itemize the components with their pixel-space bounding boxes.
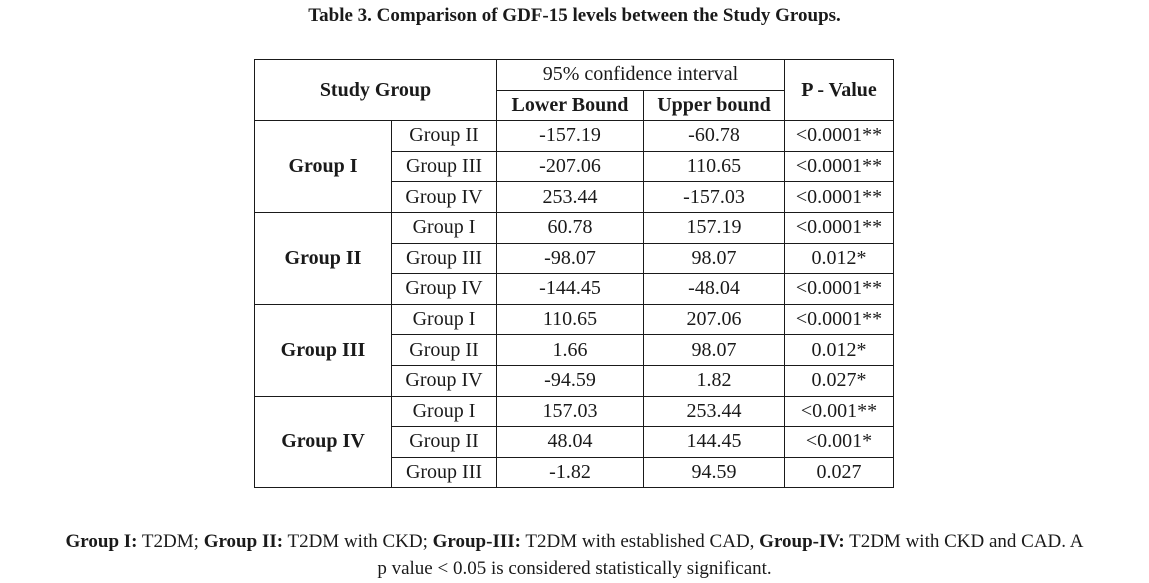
lower-bound-cell: -207.06 bbox=[496, 150, 644, 183]
lower-bound-cell: -144.45 bbox=[496, 273, 644, 305]
p-value-cell: 0.027* bbox=[784, 364, 894, 397]
upper-bound-cell: -48.04 bbox=[643, 273, 785, 305]
comparison-group-cell: Group I bbox=[391, 211, 497, 244]
comparison-group-cell: Group II bbox=[391, 120, 497, 152]
upper-bound-cell: 94.59 bbox=[643, 456, 785, 489]
upper-bound-cell: 207.06 bbox=[643, 303, 785, 336]
lower-bound-cell: 157.03 bbox=[496, 395, 644, 428]
upper-bound-cell: 253.44 bbox=[643, 395, 785, 428]
table-row: Group IV 253.44 -157.03 <0.0001** bbox=[255, 181, 894, 213]
comparison-group-cell: Group II bbox=[391, 334, 497, 366]
table-row: Group III -207.06 110.65 <0.0001** bbox=[255, 150, 894, 183]
footnote-line-2: p value < 0.05 is considered statistical… bbox=[377, 558, 772, 579]
p-value-cell: 0.012* bbox=[784, 242, 894, 275]
upper-bound-cell: 1.82 bbox=[643, 364, 785, 397]
table-row: Group III -98.07 98.07 0.012* bbox=[255, 242, 894, 275]
footnote: Group I: T2DM; Group II: T2DM with CKD; … bbox=[0, 528, 1149, 582]
table-row: Group II 48.04 144.45 <0.001* bbox=[255, 426, 894, 458]
lower-bound-cell: 60.78 bbox=[496, 211, 644, 244]
footnote-group-2-text: T2DM with CKD; bbox=[283, 531, 433, 552]
comparison-table: Study Group 95% confidence interval P - … bbox=[254, 58, 894, 489]
table-row: Group II Group I 60.78 157.19 <0.0001** bbox=[254, 211, 894, 305]
table-row: Group IV -94.59 1.82 0.027* bbox=[255, 364, 894, 397]
header-confidence-interval: 95% confidence interval bbox=[496, 59, 785, 91]
p-value-cell: 0.012* bbox=[784, 334, 894, 366]
p-value-cell: <0.0001** bbox=[784, 303, 894, 336]
table-row: Group IV Group I 157.03 253.44 <0.001** bbox=[254, 395, 894, 489]
comparison-group-cell: Group II bbox=[391, 426, 497, 458]
lower-bound-cell: -98.07 bbox=[496, 242, 644, 275]
footnote-group-4-text: T2DM with CKD and CAD. A bbox=[844, 531, 1084, 552]
comparison-group-cell: Group III bbox=[391, 242, 497, 275]
upper-bound-cell: -157.03 bbox=[643, 181, 785, 213]
comparison-group-cell: Group IV bbox=[391, 364, 497, 397]
table-body: Group I Group II -157.19 -60.78 <0.0001** Gro… bbox=[254, 120, 894, 489]
table-row: Group III -1.82 94.59 0.027 bbox=[255, 456, 894, 489]
group-name-cell: Group I bbox=[254, 120, 392, 213]
table-caption: Table 3. Comparison of GDF-15 levels bet… bbox=[308, 5, 841, 26]
lower-bound-cell: 110.65 bbox=[496, 303, 644, 336]
header-study-group: Study Group bbox=[254, 58, 497, 122]
comparison-group-cell: Group I bbox=[391, 395, 497, 428]
comparison-group-cell: Group IV bbox=[391, 181, 497, 213]
lower-bound-cell: -157.19 bbox=[496, 120, 644, 152]
upper-bound-cell: -60.78 bbox=[643, 120, 785, 152]
comparison-group-cell: Group I bbox=[391, 303, 497, 336]
footnote-line-1: Group I: T2DM; Group II: T2DM with CKD; … bbox=[0, 528, 1149, 555]
footnote-group-3-text: T2DM with established CAD, bbox=[520, 531, 760, 552]
upper-bound-cell: 98.07 bbox=[643, 334, 785, 366]
lower-bound-cell: 48.04 bbox=[496, 426, 644, 458]
footnote-group-1-label: Group I: bbox=[65, 531, 138, 552]
upper-bound-cell: 98.07 bbox=[643, 242, 785, 275]
table-row: Group II 1.66 98.07 0.012* bbox=[255, 334, 894, 366]
p-value-cell: 0.027 bbox=[784, 456, 894, 489]
comparison-group-cell: Group III bbox=[391, 456, 497, 489]
group-name-cell: Group III bbox=[254, 303, 392, 397]
lower-bound-cell: -1.82 bbox=[496, 456, 644, 489]
header-p-value: P - Value bbox=[784, 58, 894, 122]
p-value-cell: <0.0001** bbox=[784, 211, 894, 244]
footnote-group-4-label: Group-IV: bbox=[759, 531, 845, 552]
p-value-cell: <0.001** bbox=[784, 395, 894, 428]
p-value-cell: <0.0001** bbox=[784, 120, 894, 152]
comparison-group-cell: Group III bbox=[391, 150, 497, 183]
table-row: Group III Group I 110.65 207.06 <0.0001** bbox=[254, 303, 894, 397]
lower-bound-cell: 253.44 bbox=[496, 181, 644, 213]
footnote-group-1-text: T2DM; bbox=[137, 531, 204, 552]
table-row: Group I Group II -157.19 -60.78 <0.0001** bbox=[254, 120, 894, 213]
footnote-group-3-label: Group-III: bbox=[432, 531, 521, 552]
comparison-group-cell: Group IV bbox=[391, 273, 497, 305]
upper-bound-cell: 157.19 bbox=[643, 211, 785, 244]
group-name-cell: Group IV bbox=[254, 395, 392, 489]
group-name-cell: Group II bbox=[254, 211, 392, 305]
lower-bound-cell: 1.66 bbox=[496, 334, 644, 366]
header-upper-bound: Upper bound bbox=[643, 89, 785, 122]
header-lower-bound: Lower Bound bbox=[496, 89, 644, 122]
upper-bound-cell: 144.45 bbox=[643, 426, 785, 458]
p-value-cell: <0.0001** bbox=[784, 150, 894, 183]
p-value-cell: <0.001* bbox=[784, 426, 894, 458]
p-value-cell: <0.0001** bbox=[784, 273, 894, 305]
upper-bound-cell: 110.65 bbox=[643, 150, 785, 183]
lower-bound-cell: -94.59 bbox=[496, 364, 644, 397]
p-value-cell: <0.0001** bbox=[784, 181, 894, 213]
table-header: Study Group 95% confidence interval P - … bbox=[254, 58, 894, 122]
footnote-group-2-label: Group II: bbox=[203, 531, 284, 552]
table-row: Group IV -144.45 -48.04 <0.0001** bbox=[255, 273, 894, 305]
